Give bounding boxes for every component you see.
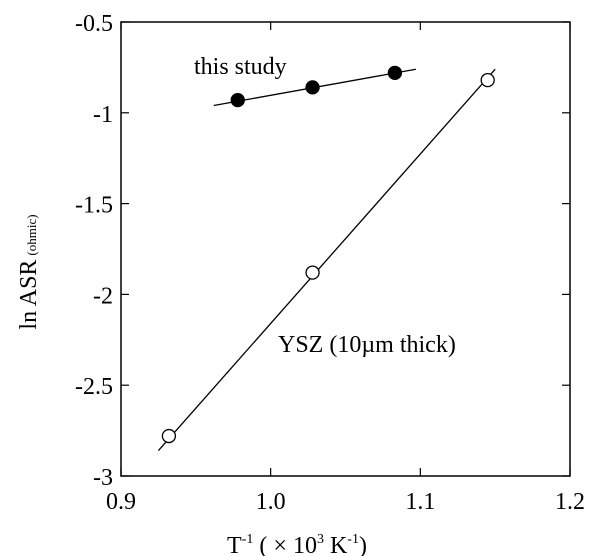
x-tick-label: 1.2 xyxy=(555,489,585,515)
y-axis-title: ln ASR (ohmic) xyxy=(16,214,42,329)
y-tick-label: -2.5 xyxy=(75,374,113,400)
fit-line-1 xyxy=(157,68,496,452)
y-axis-title-main: ln ASR xyxy=(16,260,42,330)
x-tick-label: 0.9 xyxy=(106,489,136,515)
x-tick-label: 1.0 xyxy=(256,489,286,515)
series-label-this-study: this study xyxy=(194,54,287,80)
open-data-point xyxy=(161,428,177,444)
y-tick-label: -1 xyxy=(93,102,113,128)
series-label-ysz: YSZ (10µm thick) xyxy=(278,332,456,358)
y-tick-label: -1.5 xyxy=(75,193,113,219)
x-axis-title-times: × xyxy=(273,533,287,556)
filled-data-point xyxy=(387,65,403,80)
x-axis-title-exp: -1 xyxy=(242,532,254,547)
filled-data-point xyxy=(230,92,245,108)
x-axis-title-base: T xyxy=(227,533,242,556)
plot-frame xyxy=(120,21,571,477)
x-axis-title-close: ) xyxy=(359,533,367,556)
y-tick-label: -0.5 xyxy=(75,11,113,37)
x-axis-title-exp3: -1 xyxy=(347,532,359,547)
y-tick-label: -2 xyxy=(93,283,113,309)
filled-data-point xyxy=(305,80,320,95)
y-axis-title-sub: (ohmic) xyxy=(24,214,39,255)
y-tick-label: -3 xyxy=(93,465,113,491)
x-axis-title: T-1 ( × 103 K-1) xyxy=(227,532,367,556)
x-axis-title-unit: K xyxy=(324,533,348,556)
x-axis-title-exp2: 3 xyxy=(317,532,324,547)
x-axis-title-open: ( xyxy=(253,533,273,556)
open-data-point xyxy=(305,265,320,280)
open-data-point xyxy=(480,72,495,88)
x-axis-title-mid: 10 xyxy=(287,533,317,556)
x-tick-label: 1.1 xyxy=(405,489,435,515)
